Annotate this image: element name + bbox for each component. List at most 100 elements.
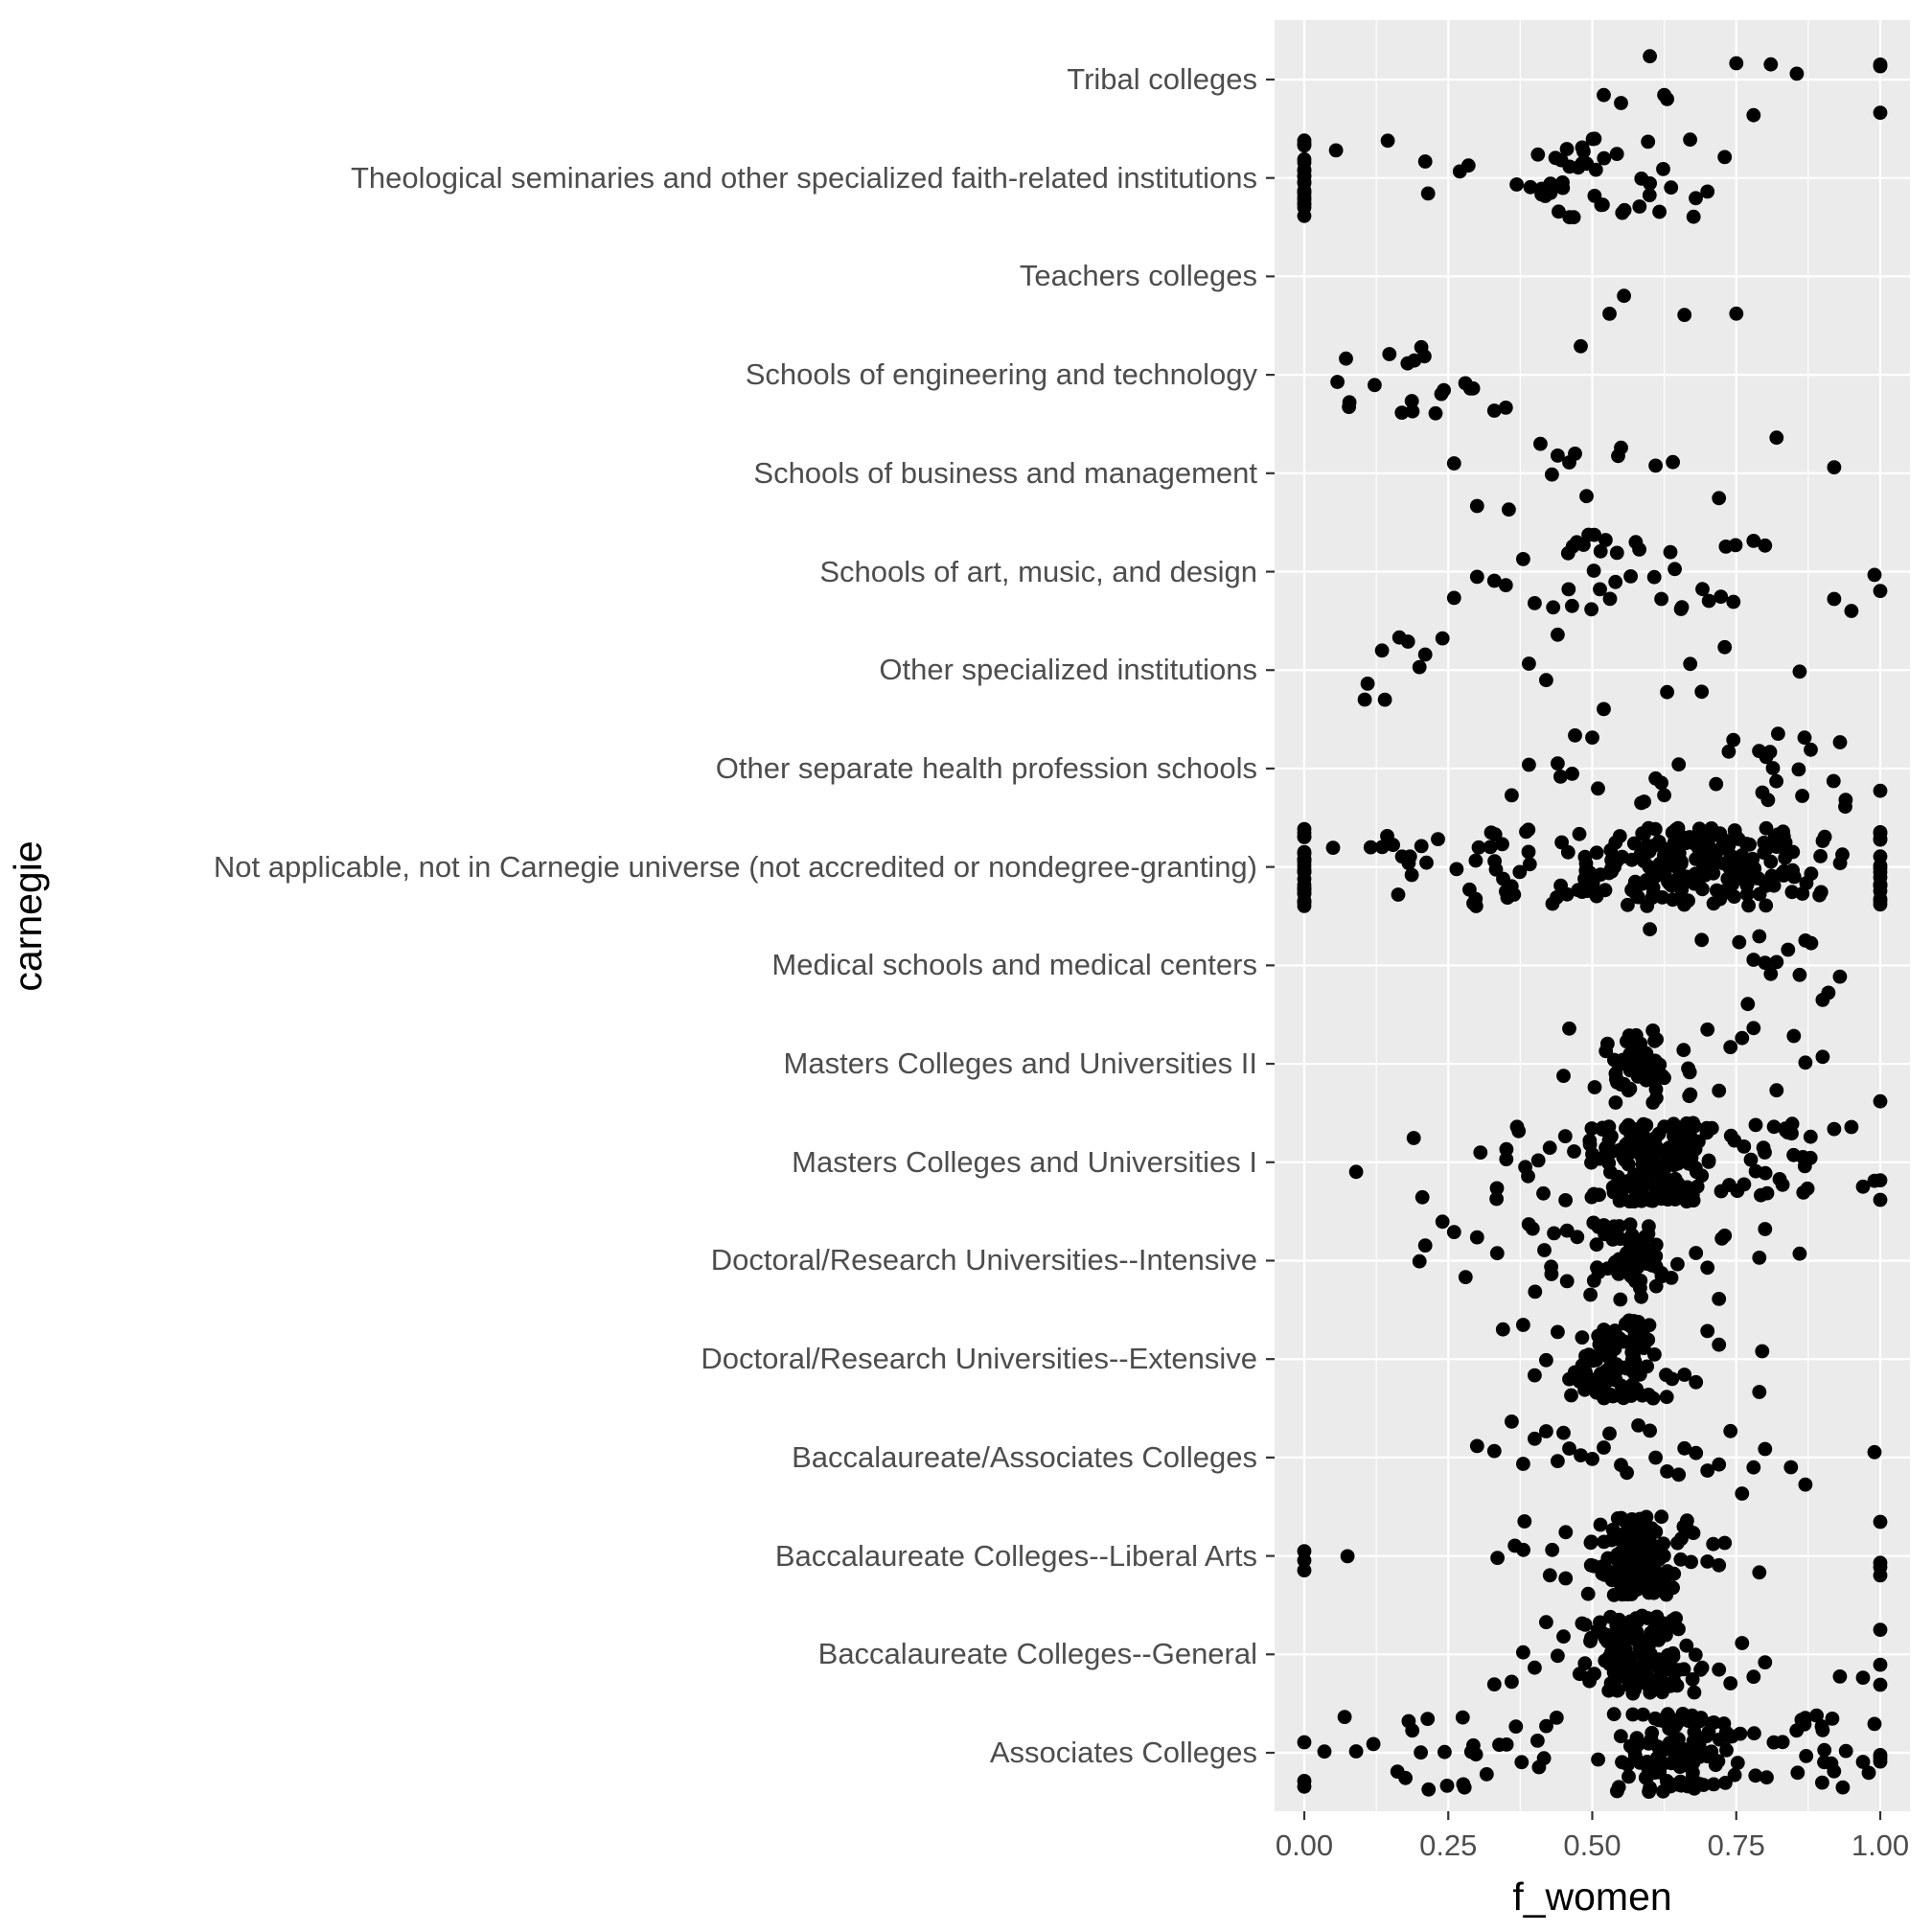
data-point — [1398, 1770, 1413, 1785]
data-point — [1679, 1638, 1694, 1653]
data-point — [1342, 400, 1356, 414]
data-point — [1686, 1116, 1701, 1131]
data-point — [1827, 591, 1842, 607]
y-axis-title-text: carnegie — [6, 840, 50, 992]
data-point — [1583, 1287, 1598, 1302]
data-point — [1762, 745, 1778, 760]
data-point — [1479, 1767, 1494, 1782]
data-point — [1623, 569, 1638, 584]
data-point — [1509, 1119, 1525, 1135]
data-point — [1666, 1580, 1680, 1596]
y-axis-label: Other specialized institutions — [879, 653, 1257, 687]
data-point — [1551, 756, 1565, 770]
data-point — [1584, 1121, 1599, 1136]
data-point — [1297, 136, 1312, 151]
data-point — [1684, 1711, 1699, 1725]
data-point — [1545, 896, 1560, 911]
data-point — [1701, 593, 1716, 609]
data-point — [1400, 634, 1415, 649]
data-point — [1622, 1217, 1638, 1231]
data-point — [1746, 1021, 1761, 1036]
data-point — [1627, 874, 1643, 889]
data-point — [1804, 742, 1818, 757]
data-point — [1792, 1246, 1807, 1261]
data-point — [1628, 1555, 1644, 1571]
data-point — [1625, 1707, 1641, 1722]
data-point — [1769, 840, 1784, 854]
data-point — [1815, 834, 1830, 848]
data-point — [1542, 1568, 1557, 1583]
data-point — [1468, 899, 1484, 913]
data-point — [1639, 1046, 1654, 1061]
data-point — [1502, 502, 1516, 518]
data-point — [1394, 405, 1410, 420]
data-point — [1516, 552, 1530, 566]
y-axis-label: Schools of business and management — [753, 455, 1257, 490]
data-point — [1597, 1534, 1612, 1550]
data-point — [1656, 1164, 1671, 1180]
data-point — [1760, 1185, 1775, 1201]
data-point — [1586, 564, 1601, 578]
data-point — [1709, 776, 1724, 792]
data-point — [1728, 827, 1742, 842]
data-point — [1873, 1622, 1888, 1637]
data-point — [1640, 1359, 1654, 1374]
data-point — [1752, 1385, 1767, 1399]
data-point — [1784, 885, 1800, 900]
data-point — [1603, 1676, 1619, 1690]
x-axis-tick-label: 0.50 — [1563, 1828, 1622, 1862]
data-point — [1700, 1463, 1715, 1478]
data-point — [1609, 147, 1624, 162]
data-point — [1717, 639, 1733, 655]
data-point — [1763, 854, 1779, 869]
data-point — [1434, 386, 1449, 402]
data-point — [1417, 647, 1433, 662]
data-point — [1689, 1246, 1704, 1260]
data-point — [1575, 156, 1590, 171]
data-point — [1712, 1292, 1727, 1306]
data-point — [1721, 839, 1736, 853]
data-point — [1593, 867, 1608, 882]
data-point — [1630, 889, 1645, 905]
data-point — [1746, 1460, 1761, 1475]
data-point — [1642, 1219, 1656, 1233]
data-point — [1380, 829, 1394, 843]
data-point — [1832, 856, 1848, 871]
data-point — [1566, 210, 1581, 225]
data-point — [1645, 1391, 1661, 1406]
data-point — [1669, 1678, 1685, 1693]
data-point — [1748, 1117, 1763, 1133]
data-point — [1597, 1440, 1611, 1455]
data-point — [1694, 684, 1710, 700]
data-point — [1572, 826, 1587, 841]
data-point — [1752, 886, 1767, 902]
data-point — [1593, 1517, 1608, 1532]
data-point — [1516, 1457, 1530, 1471]
data-point — [1694, 1660, 1710, 1675]
data-point — [1623, 1661, 1638, 1676]
data-point — [1613, 1729, 1628, 1744]
data-point — [1606, 1588, 1622, 1602]
data-point — [1643, 1193, 1658, 1208]
data-point — [1786, 1028, 1802, 1044]
data-point — [1677, 1134, 1692, 1148]
data-point — [1505, 788, 1519, 803]
data-point — [1641, 134, 1656, 150]
data-point — [1721, 744, 1736, 759]
data-point — [1559, 1274, 1575, 1289]
data-point — [1760, 1770, 1774, 1785]
data-point — [1438, 1744, 1452, 1760]
data-point — [1815, 1775, 1829, 1790]
data-point — [1469, 569, 1484, 585]
data-point — [1562, 1441, 1576, 1456]
data-point — [1577, 1656, 1593, 1671]
data-point — [1486, 1443, 1502, 1459]
data-point — [1420, 186, 1436, 201]
data-point — [1643, 1573, 1658, 1588]
data-point — [1544, 179, 1558, 195]
data-point — [1706, 1777, 1721, 1792]
data-point — [1759, 898, 1774, 913]
data-point — [1735, 1486, 1750, 1501]
data-point — [1489, 1246, 1505, 1261]
